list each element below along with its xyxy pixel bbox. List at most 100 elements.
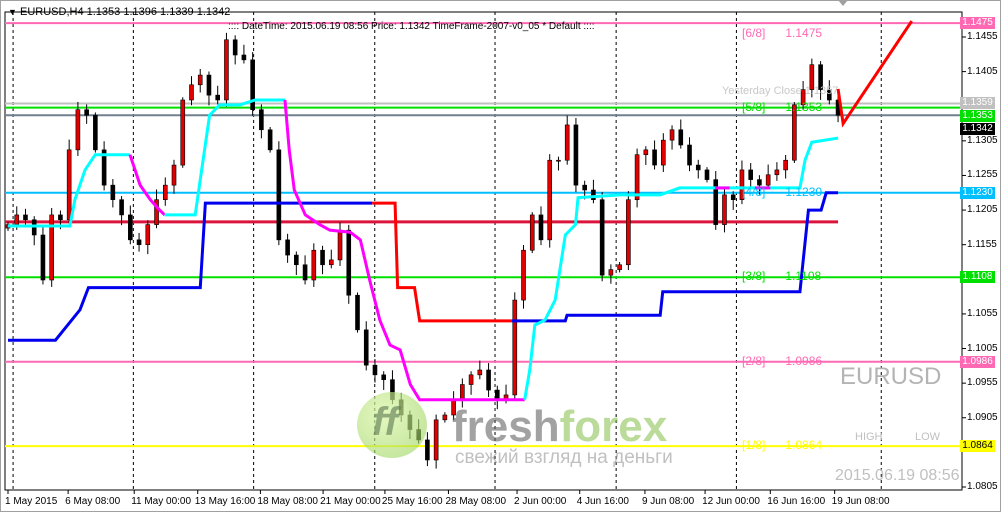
level-tag: [5/8]: [742, 99, 766, 114]
level-value: 1.1230: [785, 184, 823, 199]
level-text: [5/8] 1.1353: [742, 99, 842, 114]
watermark-brand: freshforex: [452, 404, 667, 450]
candle-body: [328, 259, 334, 266]
candle-body: [757, 179, 762, 186]
candle-body: [66, 149, 72, 221]
candle-body: [521, 249, 526, 301]
candle-body: [599, 199, 605, 276]
candle-body: [381, 374, 387, 380]
price-label-box: 1.1230: [960, 186, 995, 199]
candle-body: [372, 364, 378, 376]
step-indicator-line: [511, 191, 839, 323]
level-value: 1.1108: [785, 269, 822, 284]
candle-body: [171, 164, 177, 186]
level-text: [3/8] 1.1108: [742, 270, 841, 283]
candle-body: [206, 74, 212, 96]
y-tick-label: 1.0805: [967, 480, 998, 492]
level-text: [4/8] 1.1230: [742, 184, 842, 199]
candle-body: [730, 194, 736, 200]
candle-body: [739, 169, 745, 200]
x-tick-label: 21 May 00:00: [320, 496, 381, 507]
candle-body: [468, 374, 474, 385]
candle-body: [818, 64, 823, 90]
candle-body: [529, 214, 535, 251]
scroll-indicator-icon: [838, 0, 848, 6]
x-tick-label: 25 May 16:00: [381, 496, 443, 507]
candle-body: [232, 39, 238, 56]
candle-body: [75, 109, 81, 151]
trail-indicator-line: [128, 154, 166, 217]
y-tick-label: 1.1305: [967, 134, 998, 146]
info-bar: :::: DateTime: 2015.06.19 08:56 Price: 1…: [228, 21, 595, 32]
candle-body: [687, 144, 692, 166]
y-tick-label: 1.0905: [967, 411, 998, 423]
candle-body: [302, 264, 308, 281]
candle-body: [556, 159, 561, 162]
level-value: 1.0864: [785, 438, 823, 453]
candle-body: [512, 299, 518, 396]
candle-body: [652, 149, 657, 166]
candle-body: [93, 114, 98, 151]
trail-indicator-line: [523, 136, 839, 401]
candle-body: [84, 109, 89, 116]
plot-area: [4, 11, 963, 491]
candle-body: [643, 149, 649, 155]
candle-body: [119, 199, 124, 216]
level-tag: [2/8]: [742, 353, 766, 368]
candle-body: [573, 124, 579, 186]
y-tick-label: 1.1205: [967, 204, 998, 216]
candle-body: [267, 129, 273, 151]
candle-body: [783, 159, 788, 171]
candle-body: [241, 54, 247, 61]
candle-body: [294, 254, 299, 266]
candle-body: [678, 129, 684, 146]
candle-body: [189, 84, 194, 101]
price-label-box: 1.0986: [960, 355, 995, 368]
step-indicator-line: [372, 201, 512, 323]
candle-body: [669, 129, 675, 141]
x-tick-label: 28 May 08:00: [445, 496, 507, 507]
candle-body: [40, 234, 46, 281]
candle-body: [591, 189, 596, 200]
y-tick-label: 1.1005: [967, 342, 998, 354]
candle-body: [215, 94, 220, 101]
candle-body: [792, 104, 797, 161]
candle-body: [110, 184, 116, 200]
price-label-box: 1.0864: [960, 440, 995, 453]
level-text: [2/8] 1.0986: [742, 353, 842, 368]
price-label-box: 1.1108: [960, 271, 995, 284]
candle-body: [23, 214, 28, 221]
candle-body: [320, 249, 325, 266]
candle-body: [433, 419, 439, 461]
candle-body: [713, 179, 719, 225]
level-value: 1.1353: [785, 99, 823, 114]
trail-indicator-line: [8, 153, 130, 228]
level-tag: [6/8]: [742, 26, 766, 41]
y-tick-label: 1.1155: [967, 238, 997, 250]
chart-menu-icon[interactable]: ▼: [8, 7, 17, 17]
x-tick-label: 1 May 2015: [5, 496, 58, 507]
candle-body: [748, 169, 753, 180]
x-tick-label: 4 Jun 16:00: [576, 496, 629, 507]
freshforex-logo-icon: ff: [357, 392, 427, 458]
y-tick-label: 1.1455: [967, 31, 998, 42]
brand-part-fresh: fresh: [452, 402, 560, 451]
y-tick-label: 1.1255: [967, 169, 998, 181]
candle-body: [337, 229, 343, 261]
level-text: [6/8] 1.1475: [742, 27, 842, 40]
x-tick-label: 6 May 08:00: [65, 496, 121, 507]
level-value: 1.0986: [785, 353, 823, 368]
candle-body: [626, 199, 631, 266]
candle-body: [695, 164, 701, 171]
candle-body: [346, 229, 352, 296]
yesterday-close-label: Yesterday Close 1.1357: [722, 85, 839, 97]
candle-body: [128, 214, 133, 241]
candle-body: [460, 384, 465, 401]
candle-body: [765, 174, 771, 186]
price-label-box: 1.1353: [960, 110, 995, 123]
candle-body: [800, 89, 806, 106]
high-label: HIGH: [855, 431, 883, 443]
candle-body: [250, 59, 255, 110]
x-tick-label: 12 Jun 00:00: [702, 496, 760, 507]
x-tick-label: 18 May 08:00: [257, 496, 318, 507]
